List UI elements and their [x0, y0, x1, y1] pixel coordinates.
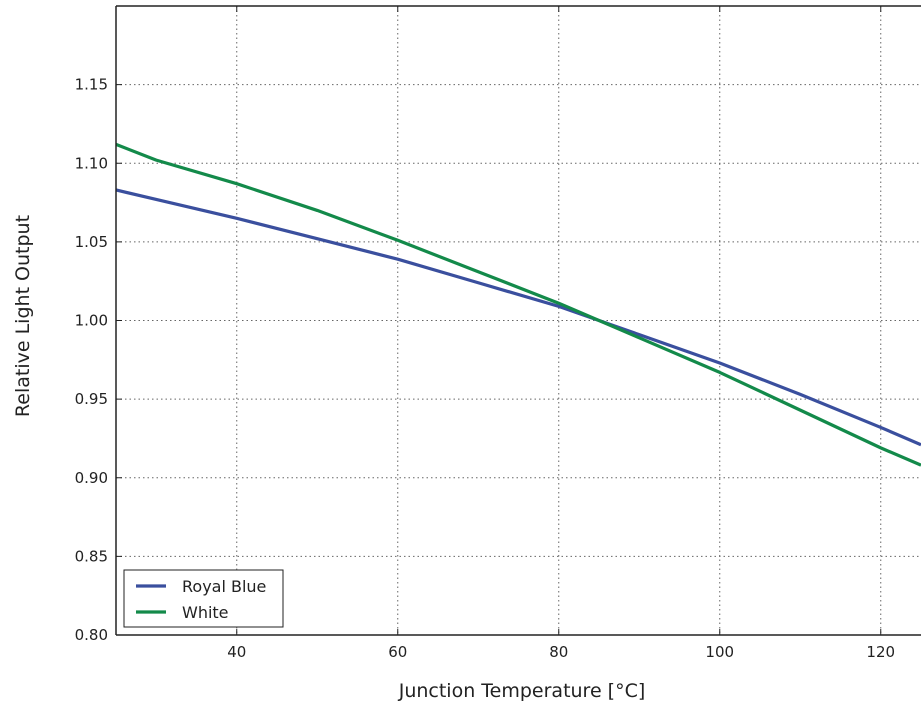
- series-lines: [115, 142, 921, 467]
- x-axis-title: Junction Temperature [°C]: [398, 680, 646, 702]
- legend-label: Royal Blue: [182, 577, 266, 596]
- axis-ticks: [116, 6, 882, 636]
- x-tick-label: 60: [388, 643, 407, 661]
- y-tick-label: 0.85: [75, 547, 108, 565]
- tick-labels: 40 60 80 100 120 0.80 0.85 0.90 0.95 1.00 1.05 1.10…: [75, 76, 895, 661]
- y-axis-title: Relative Light Output: [12, 215, 34, 417]
- x-tick-label: 80: [549, 643, 568, 661]
- y-tick-label: 1.10: [75, 154, 108, 172]
- legend-label: White: [182, 603, 229, 622]
- legend-box: [123, 569, 284, 628]
- grid-lines: [116, 6, 921, 635]
- y-tick-label: 0.80: [75, 626, 108, 644]
- x-tick-label: 100: [705, 643, 734, 661]
- y-tick-label: 0.90: [75, 469, 108, 487]
- y-tick-label: 1.05: [75, 233, 108, 251]
- y-tick-label: 1.00: [75, 312, 108, 330]
- series-line-white: [115, 142, 921, 467]
- x-tick-label: 120: [866, 643, 895, 661]
- y-tick-label: 1.15: [75, 76, 108, 94]
- y-tick-label: 0.95: [75, 390, 108, 408]
- x-tick-label: 40: [227, 643, 246, 661]
- legend: Royal Blue White: [123, 569, 284, 628]
- series-line-royal-blue: [115, 188, 921, 447]
